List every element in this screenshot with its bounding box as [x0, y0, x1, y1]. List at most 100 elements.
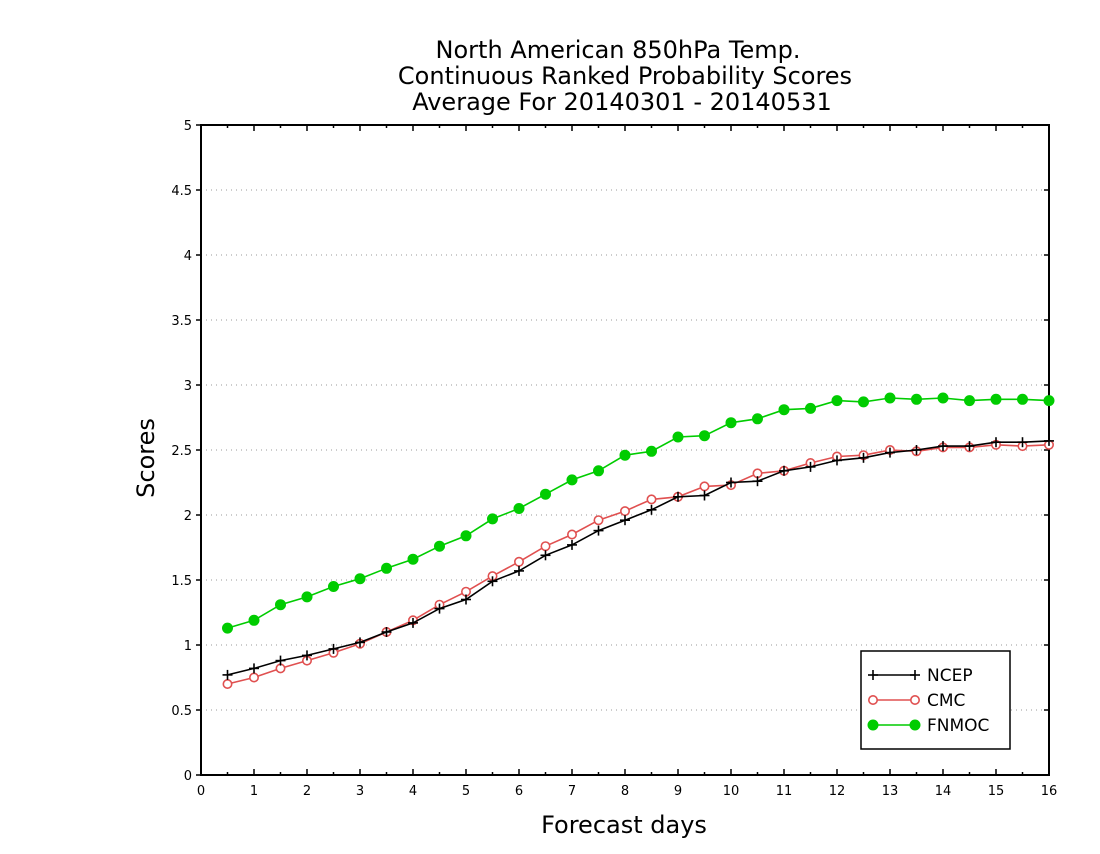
data-point [328, 581, 339, 592]
legend-label: CMC [927, 691, 965, 711]
y-tick-label: 5 [184, 119, 192, 134]
x-tick-label: 6 [515, 784, 523, 799]
y-tick-label: 3 [184, 379, 192, 394]
legend-marker [909, 719, 921, 731]
y-tick-label: 0 [184, 769, 192, 784]
data-point [752, 476, 763, 487]
data-point [938, 441, 948, 452]
y-axis-label: Scores [132, 418, 160, 498]
data-point [434, 540, 445, 552]
legend-marker [867, 719, 879, 731]
chart-title-line-2: Continuous Ranked Probability Scores [398, 62, 852, 90]
data-point [778, 404, 790, 416]
data-point [222, 669, 233, 680]
data-point [619, 506, 630, 517]
data-point [249, 672, 260, 683]
data-point [646, 494, 657, 505]
data-point [540, 488, 551, 500]
data-point [275, 599, 286, 611]
data-point [885, 447, 895, 458]
series-lines [222, 392, 1055, 689]
legend: NCEP CMC FNMOC [860, 650, 1011, 750]
data-point [619, 449, 631, 461]
gridlines [201, 124, 1049, 711]
data-point [831, 395, 843, 407]
legend-marker [909, 694, 920, 705]
data-point [355, 637, 365, 648]
x-tick-label: 1 [250, 784, 258, 799]
data-point [725, 417, 737, 429]
x-tick-label: 4 [409, 784, 417, 799]
data-point [222, 678, 233, 689]
legend-label: NCEP [927, 666, 973, 686]
data-point [301, 591, 313, 603]
data-point [487, 513, 498, 525]
data-point [990, 393, 1002, 405]
data-point [964, 441, 975, 452]
data-point [513, 503, 525, 514]
data-point [593, 465, 604, 477]
x-tick-label: 0 [197, 784, 205, 799]
data-point [407, 553, 419, 565]
data-point [513, 556, 524, 567]
data-point [699, 490, 710, 501]
series-line [227, 440, 1050, 676]
data-point [540, 541, 551, 552]
data-point [832, 455, 842, 466]
x-axis-label: Forecast days [541, 811, 707, 839]
chart-title-line-3: Average For 20140301 - 20140531 [412, 88, 832, 116]
data-point [1044, 435, 1054, 446]
data-point [646, 504, 657, 515]
data-point [248, 614, 260, 626]
series-fnmoc [222, 392, 1055, 634]
x-tick-label: 13 [882, 784, 899, 799]
data-point [567, 539, 577, 550]
legend-marker [910, 670, 920, 680]
x-tick-label: 15 [988, 784, 1005, 799]
data-point [381, 562, 392, 574]
data-point [275, 655, 286, 666]
data-point [937, 392, 949, 404]
y-tick-label: 1 [184, 639, 192, 654]
data-point [858, 452, 869, 463]
data-point [779, 465, 789, 476]
data-point [1043, 395, 1055, 407]
data-point [328, 643, 339, 654]
data-point [991, 437, 1001, 448]
data-point [461, 594, 471, 605]
y-tick-label: 0.5 [171, 704, 192, 719]
data-point [593, 515, 604, 526]
data-point [673, 491, 683, 502]
series-line [227, 397, 1050, 629]
x-tick-label: 12 [829, 784, 846, 799]
legend-label: FNMOC [927, 716, 989, 736]
x-tick-label: 16 [1041, 784, 1058, 799]
data-point [858, 396, 869, 408]
data-point [884, 392, 896, 404]
data-point [805, 461, 816, 472]
data-point [752, 413, 763, 425]
legend-item-fnmoc: FNMOC [867, 716, 989, 736]
data-point [699, 430, 710, 442]
data-point [249, 663, 259, 674]
x-tick-label: 8 [621, 784, 629, 799]
y-tick-label: 4.5 [171, 184, 192, 199]
data-point [434, 603, 445, 614]
data-point [381, 627, 392, 637]
data-point [1017, 437, 1028, 448]
data-point [354, 573, 366, 585]
data-point [540, 550, 551, 561]
legend-marker [867, 694, 878, 705]
chart-title: North American 850hPa Temp. Continuous R… [398, 36, 852, 116]
y-tick-label: 3.5 [171, 314, 192, 329]
data-point [566, 529, 577, 540]
data-point [964, 395, 975, 407]
legend-item-cmc: CMC [867, 691, 965, 711]
data-point [1017, 393, 1028, 405]
axes: 00.511.522.533.544.550 1 2 3 4 5 6 7 8 9 10 11 12 13 1… [171, 119, 1057, 799]
x-tick-label: 9 [674, 784, 682, 799]
x-tick-label: 14 [935, 784, 952, 799]
data-point [460, 530, 472, 542]
data-point [726, 477, 736, 488]
